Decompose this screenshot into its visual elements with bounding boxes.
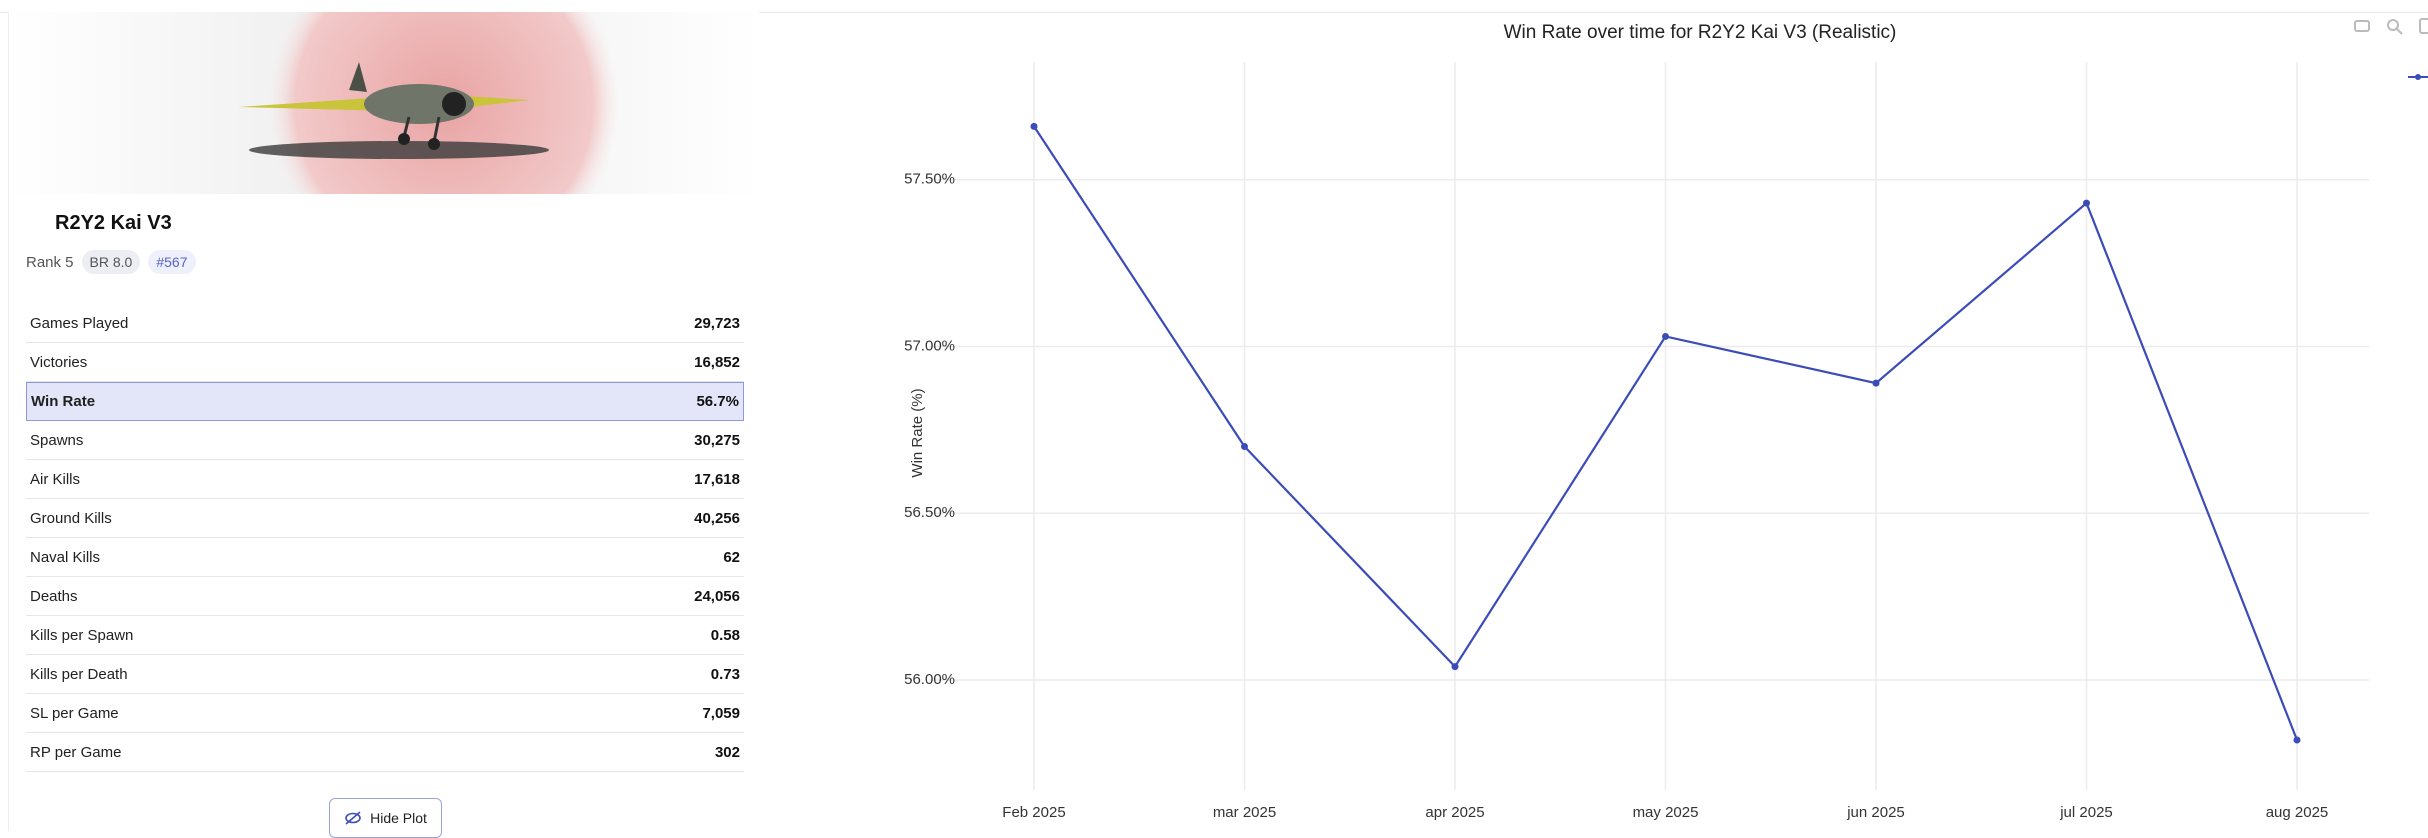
stat-value: 16,852: [694, 353, 740, 371]
y-tick-label: 57.00%: [904, 337, 955, 354]
stat-row: RP per Game 302: [26, 733, 744, 772]
divider: [0, 12, 2428, 13]
stat-label: Naval Kills: [30, 548, 101, 566]
x-tick-label: jun 2025: [1846, 804, 1905, 821]
point: [1241, 443, 1248, 451]
legend-swatch-dot: [2415, 74, 2421, 80]
stat-row: SL per Game 7,059: [26, 694, 744, 733]
rank: Rank 5: [26, 253, 74, 271]
rank-row: Rank 5 BR 8.0 #567: [26, 250, 196, 274]
stat-label: SL per Game: [30, 704, 119, 722]
point: [1872, 379, 1880, 387]
toolbar[interactable]: [2354, 18, 2428, 35]
id-badge: #567: [148, 250, 196, 274]
stat-row: Ground Kills 40,256: [26, 499, 744, 538]
stat-value: 30,275: [694, 431, 740, 449]
vehicle-name: R2Y2 Kai V3: [55, 212, 172, 234]
x-tick-label: apr 2025: [1425, 804, 1484, 821]
stat-label: Air Kills: [30, 470, 81, 488]
stat-value: 40,256: [694, 509, 740, 527]
stat-label: Spawns: [30, 431, 84, 449]
stat-value: 24,056: [694, 587, 740, 605]
br-badge: BR 8.0: [81, 250, 141, 274]
legend-fragment: [2408, 74, 2428, 80]
stats-table: Games Played 29,723 Victories 16,852 Win Rat…: [26, 304, 744, 772]
point: [2083, 199, 2090, 207]
x-tick-label: aug 2025: [2266, 804, 2329, 821]
point: [2293, 736, 2301, 744]
stat-value: 56.7%: [696, 393, 739, 410]
point: [1030, 122, 1038, 130]
x-tick-label: may 2025: [1633, 804, 1699, 821]
y-axis-title: Win Rate (%): [909, 388, 926, 477]
eye-off-icon: [345, 811, 361, 825]
stat-value: 7,059: [702, 704, 740, 722]
vehicle-image: [9, 12, 759, 194]
pan-icon[interactable]: [2419, 18, 2428, 34]
stat-row: Spawns 30,275: [26, 421, 744, 460]
stat-label: Deaths: [30, 587, 78, 605]
stat-row: Games Played 29,723: [26, 304, 744, 343]
zoom-icon-handle: [2396, 28, 2403, 35]
stat-value: 0.73: [710, 665, 740, 683]
stat-row: Victories 16,852: [26, 343, 744, 382]
camera-icon[interactable]: [2354, 20, 2370, 32]
stat-label: Kills per Spawn: [30, 626, 134, 644]
stat-label: Games Played: [30, 314, 129, 332]
stat-label: Ground Kills: [30, 509, 112, 527]
stat-value: 0.58: [710, 626, 740, 644]
vehicle-illustration: [9, 12, 759, 194]
button-label: Hide Plot: [370, 810, 427, 826]
point: [1662, 332, 1669, 340]
y-tick-label: 56.00%: [904, 671, 955, 688]
y-tick-label: 56.50%: [904, 504, 955, 521]
stat-row: Win Rate 56.7%: [26, 382, 744, 421]
stat-row: Air Kills 17,618: [26, 460, 744, 499]
chart-title: Win Rate over time for R2Y2 Kai V3 (Real…: [1504, 22, 1897, 43]
zoom-icon[interactable]: [2387, 19, 2399, 31]
hide-plot-button[interactable]: Hide Plot: [329, 798, 442, 838]
stat-value: 17,618: [694, 470, 740, 488]
stat-label: RP per Game: [30, 743, 122, 761]
stat-row: Kills per Death 0.73: [26, 655, 744, 694]
stat-value: 29,723: [694, 314, 740, 332]
stat-row: Deaths 24,056: [26, 577, 744, 616]
plot-area: [929, 62, 2369, 790]
stat-label: Kills per Death: [30, 665, 128, 683]
y-tick-label: 57.50%: [904, 171, 955, 188]
stat-row: Kills per Spawn 0.58: [26, 616, 744, 655]
stat-row: Naval Kills 62: [26, 538, 744, 577]
stat-label: Win Rate: [31, 393, 96, 410]
stat-value: 302: [714, 743, 740, 761]
x-tick-label: mar 2025: [1213, 804, 1276, 821]
vehicle-panel: R2Y2 Kai V3 Rank 5 BR 8.0 #567 Games Pla…: [8, 12, 759, 838]
stat-label: Victories: [30, 353, 88, 371]
point: [1451, 663, 1459, 671]
x-tick-label: Feb 2025: [1002, 804, 1065, 821]
stat-value: 62: [723, 548, 740, 566]
x-tick-label: jul 2025: [2059, 804, 2113, 821]
